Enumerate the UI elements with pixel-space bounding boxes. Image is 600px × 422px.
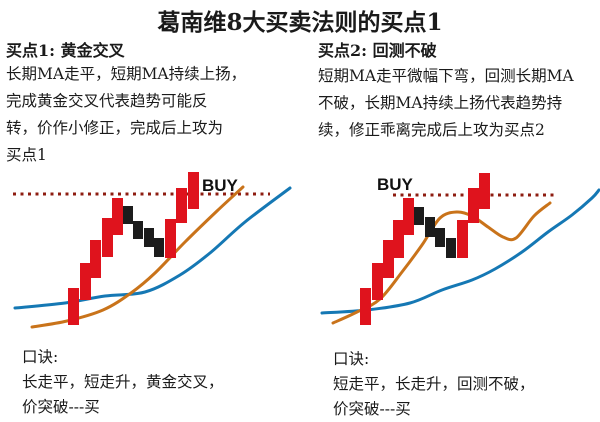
- mantra-title: 口诀:: [333, 350, 370, 368]
- black-candle: [123, 206, 133, 224]
- buy-label: BUY: [202, 176, 239, 195]
- panel1-heading: 买点1: 黄金交叉: [6, 41, 125, 60]
- buy-label: BUY: [377, 175, 414, 194]
- red-candle: [479, 173, 490, 209]
- mantra-lines: 短走平，长走升，回测不破， 价突破---买: [333, 372, 535, 422]
- red-candle: [393, 220, 404, 258]
- text-line: 转，价作小修正，完成后上攻为: [6, 119, 224, 137]
- red-candle: [112, 198, 123, 235]
- red-candle: [457, 220, 468, 258]
- text-line: 短期MA走平微幅下弯，回测长期MA: [318, 67, 574, 85]
- page-title: 葛南维8大买卖法则的买点1: [157, 9, 443, 36]
- red-candle: [188, 172, 199, 209]
- text-line: 长期MA走平，短期MA持续上扬，: [6, 65, 247, 83]
- red-candle: [68, 288, 79, 325]
- text-line: 不破，长期MA持续上扬代表趋势持: [318, 94, 563, 112]
- mantra-lines: 长走平，短走升，黄金交叉， 价突破---买: [22, 370, 224, 420]
- text-line: 长走平，短走升，黄金交叉，: [22, 373, 224, 391]
- panel2-mantra: 口诀: 短走平，长走升，回测不破， 价突破---买: [333, 347, 535, 422]
- long-ma-curve: [320, 188, 600, 315]
- text-line: 买点1: [6, 146, 47, 164]
- red-candle: [383, 240, 394, 278]
- panel1-mantra: 口诀: 长走平，短走升，黄金交叉， 价突破---买: [22, 345, 224, 420]
- panel1-description: 长期MA走平，短期MA持续上扬， 完成黄金交叉代表趋势可能反 转，价作小修正，完成后…: [6, 61, 246, 169]
- black-candle: [446, 238, 456, 258]
- mantra-title: 口诀:: [22, 348, 59, 366]
- black-candle: [414, 207, 424, 225]
- red-candle: [372, 263, 383, 300]
- red-candle: [80, 263, 91, 300]
- black-candle: [435, 228, 445, 247]
- text-line: 完成黄金交叉代表趋势可能反: [6, 92, 208, 110]
- red-candle: [102, 218, 113, 257]
- panel2-candlestick-chart: BUY: [320, 173, 600, 325]
- short-ma-curve: [30, 185, 245, 329]
- panel2-description: 短期MA走平微幅下弯，回测长期MA 不破，长期MA持续上扬代表趋势持 续，修正乖离完…: [318, 63, 574, 144]
- long-ma-curve: [13, 186, 292, 310]
- black-candle: [154, 238, 164, 257]
- red-candle: [90, 240, 101, 278]
- panel1-candlestick-chart: BUY: [13, 172, 292, 329]
- red-candle: [176, 188, 187, 223]
- black-candle: [133, 221, 143, 239]
- red-candle: [165, 219, 176, 258]
- red-candle: [403, 198, 414, 235]
- red-candle: [468, 188, 479, 223]
- black-candle: [425, 217, 435, 237]
- text-line: 价突破---买: [333, 400, 411, 418]
- text-line: 续，修正乖离完成后上攻为买点2: [318, 121, 545, 139]
- red-candle: [360, 288, 371, 325]
- black-candle: [144, 228, 154, 247]
- panel2-heading: 买点2: 回测不破: [318, 41, 437, 60]
- text-line: 短走平，长走升，回测不破，: [333, 375, 535, 393]
- text-line: 价突破---买: [22, 398, 100, 416]
